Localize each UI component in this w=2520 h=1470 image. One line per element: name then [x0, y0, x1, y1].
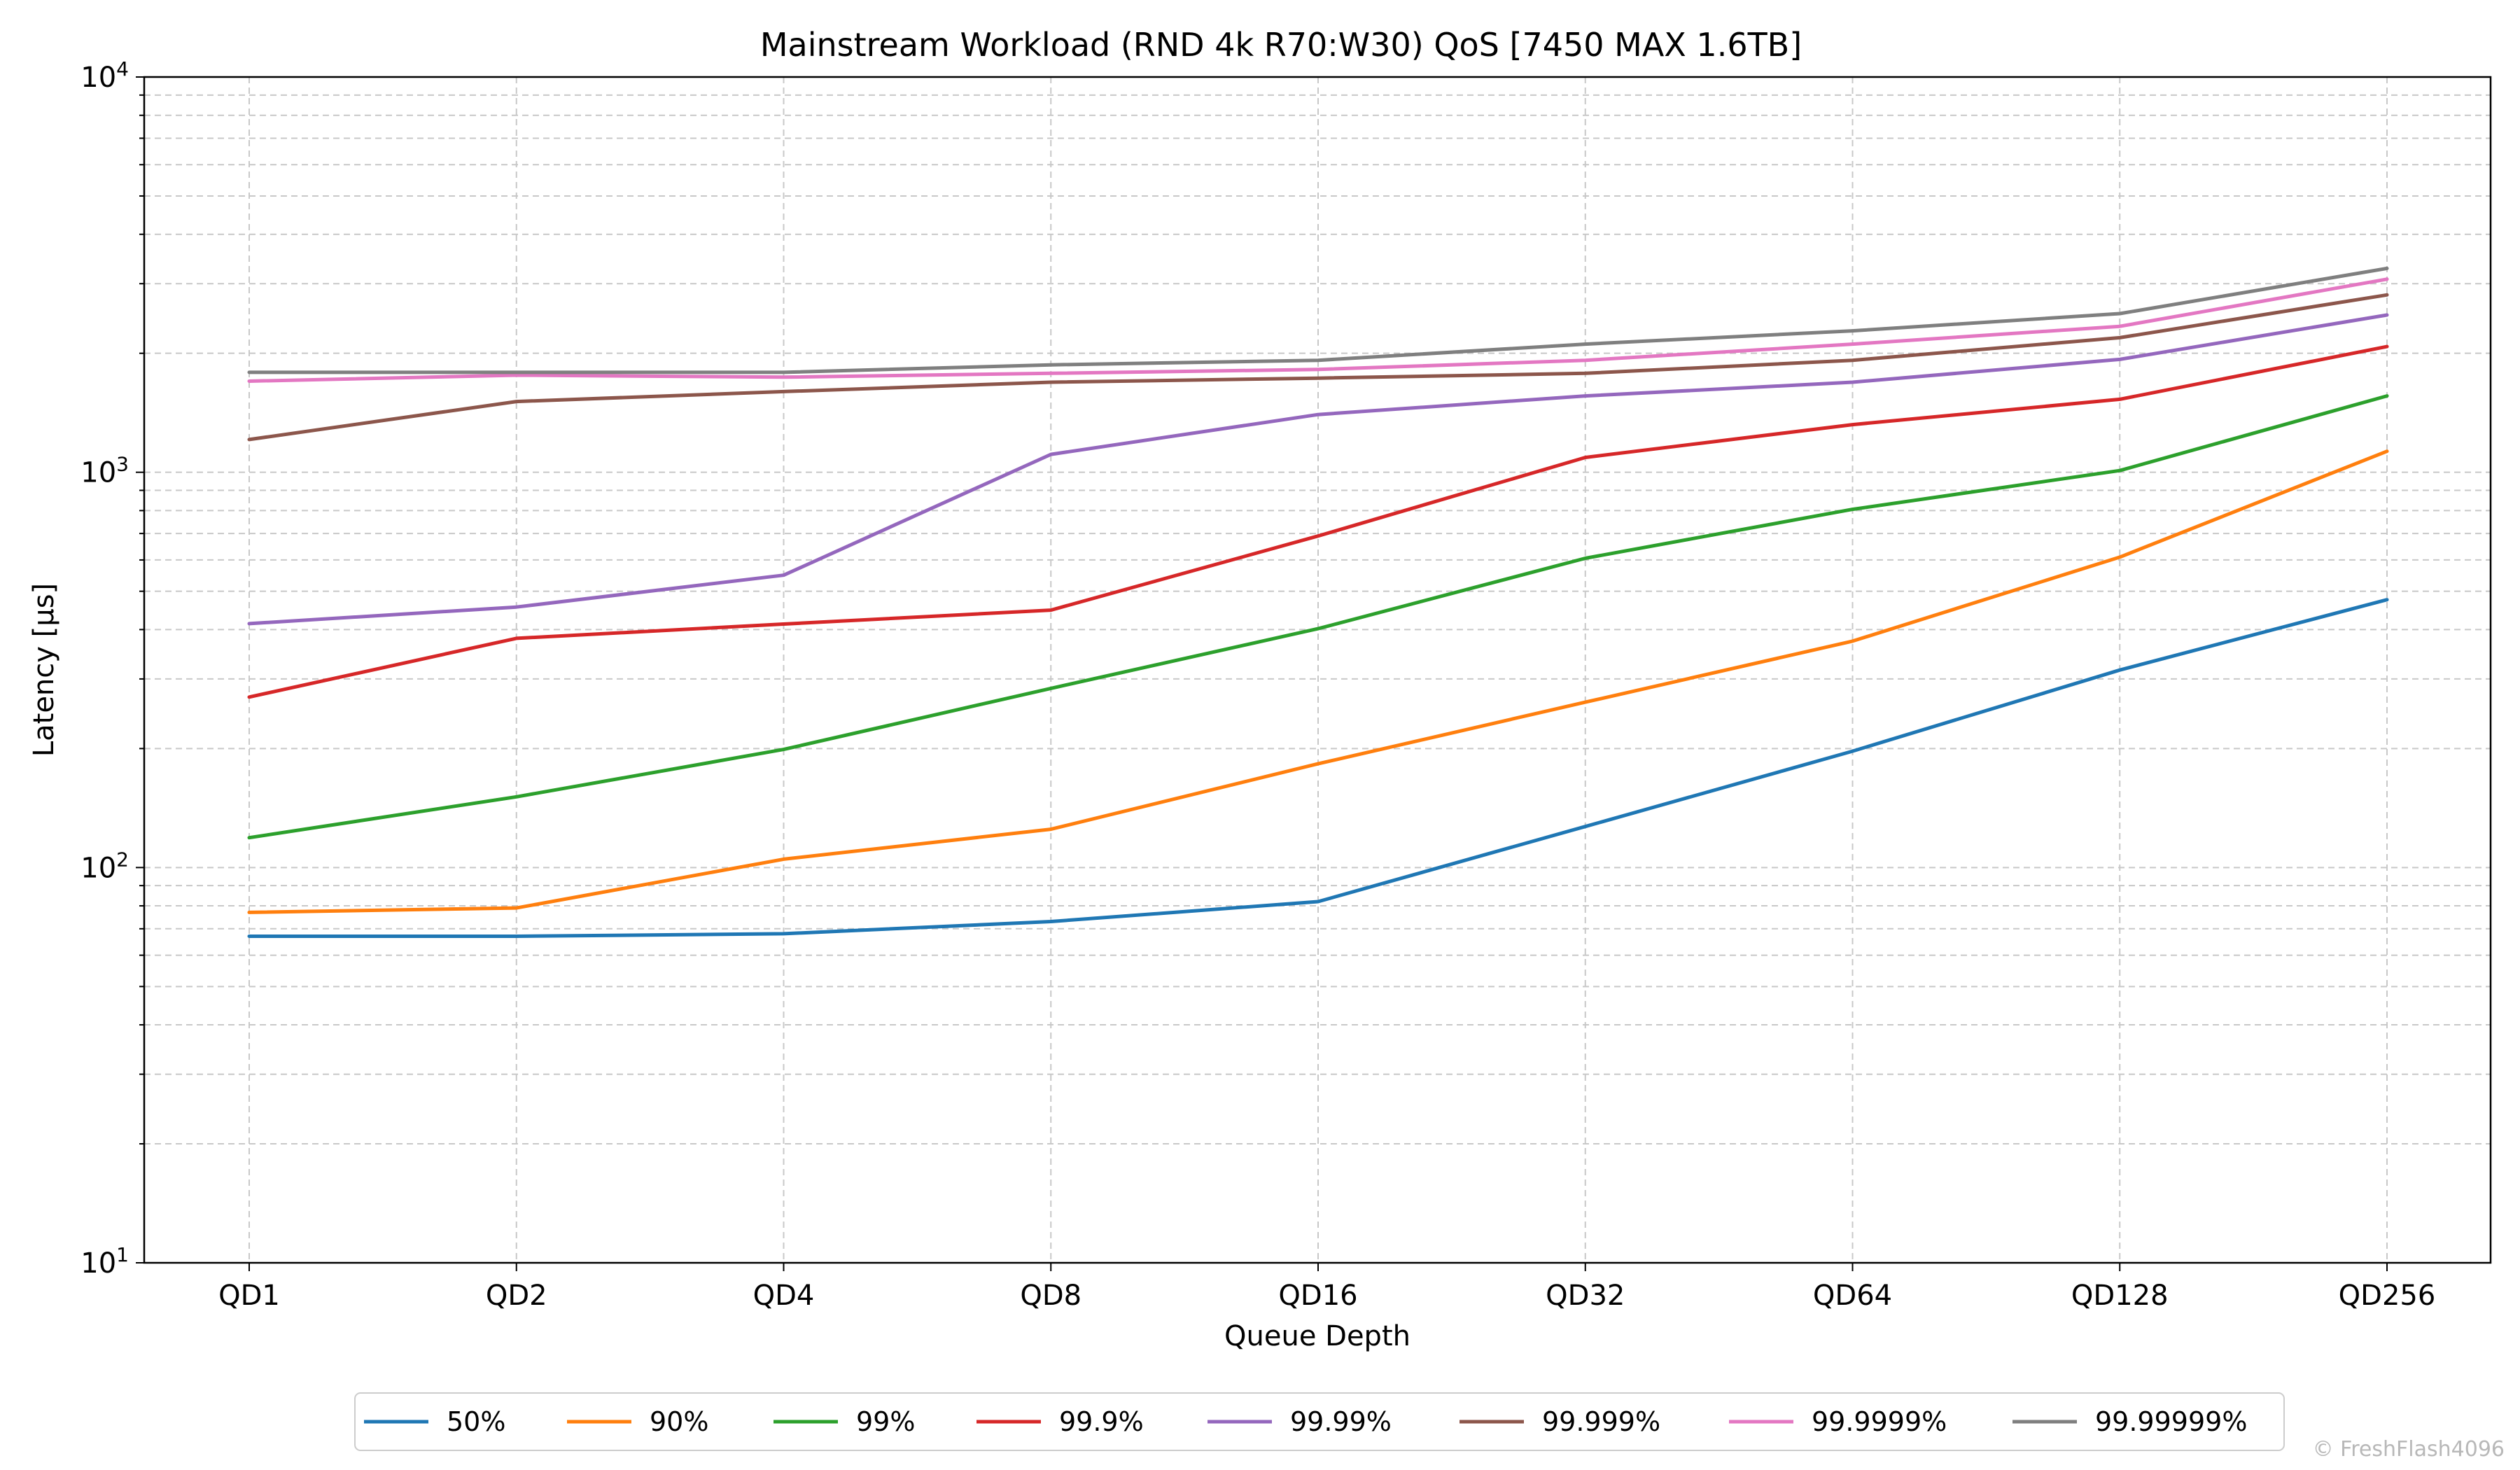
x-tick-label: QD2: [486, 1280, 547, 1312]
series-lines: [247, 266, 2389, 938]
x-tick-label: QD64: [1813, 1280, 1892, 1312]
series-line-99.99%: [247, 313, 2389, 626]
series-line-99.9%: [247, 344, 2389, 699]
legend-items: 50% 90% 99% 99.9% 99.99% 99.999% 99.9999% 99.99…: [364, 1406, 2247, 1437]
legend-label: 99.9999%: [1812, 1406, 1947, 1437]
x-tick-label: QD1: [218, 1280, 280, 1312]
series-line-99%: [247, 394, 2389, 840]
chart-title: Mainstream Workload (RND 4k R70:W30) QoS…: [760, 26, 1802, 64]
watermark: © FreshFlash4096: [2313, 1437, 2505, 1462]
series-line-99.99999%: [247, 266, 2389, 374]
legend-box: [354, 1392, 2285, 1451]
series-line-99.9999%: [247, 277, 2389, 383]
series-line-90%: [247, 449, 2389, 914]
x-axis-label: Queue Depth: [1224, 1320, 1410, 1352]
series-line-50%: [247, 598, 2389, 938]
legend-label: 99.99%: [1290, 1406, 1392, 1437]
grid: [144, 77, 2491, 1263]
axis-ticks: 101 102 103 104 QD1 QD2 QD4 QD8 QD16 QD32 QD64 QD12…: [80, 57, 2435, 1312]
x-tick-label: QD4: [753, 1280, 815, 1312]
legend-label: 99%: [856, 1406, 915, 1437]
y-tick-label: 104: [80, 57, 129, 94]
x-tick-label: QD16: [1278, 1280, 1357, 1312]
legend-label: 99.9%: [1059, 1406, 1144, 1437]
legend-label: 99.999%: [1542, 1406, 1660, 1437]
x-tick-label: QD8: [1020, 1280, 1082, 1312]
y-axis-label: Latency [µs]: [28, 583, 60, 757]
legend: 50% 90% 99% 99.9% 99.99% 99.999% 99.9999% 99.99…: [354, 1392, 2285, 1451]
x-tick-label: QD256: [2339, 1280, 2436, 1312]
x-tick-label: QD128: [2071, 1280, 2169, 1312]
y-tick-label: 102: [80, 848, 129, 884]
legend-label: 50%: [447, 1406, 505, 1437]
x-tick-label: QD32: [1546, 1280, 1625, 1312]
legend-label: 90%: [650, 1406, 708, 1437]
y-tick-label: 101: [80, 1243, 129, 1280]
legend-label: 99.99999%: [2095, 1406, 2247, 1437]
series-line-99.999%: [247, 293, 2389, 442]
y-tick-label: 103: [80, 453, 129, 489]
